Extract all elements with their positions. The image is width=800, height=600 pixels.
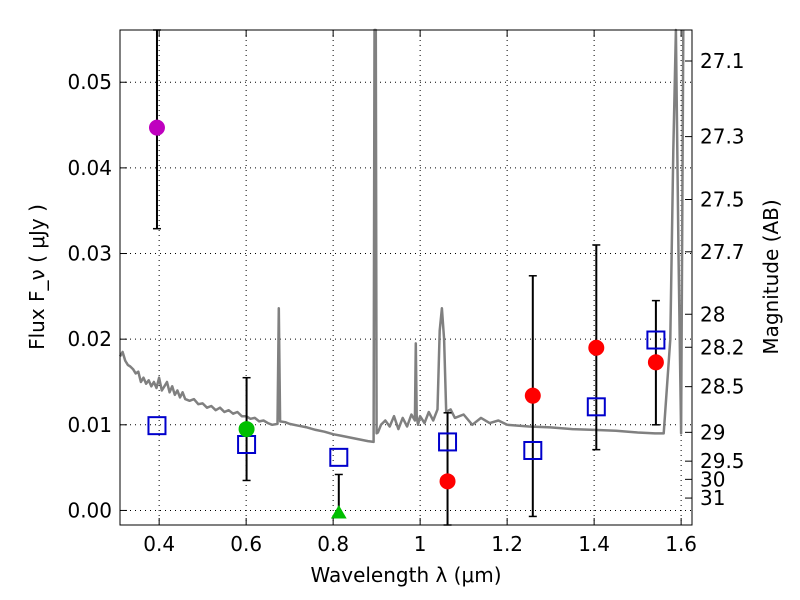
x-tick-label: 0.8 [317,532,349,556]
x-tick-label: 1 [414,532,427,556]
right-tick-label: 28.2 [700,335,745,359]
right-tick-label: 28 [700,302,725,326]
right-tick-label: 27.5 [700,188,745,212]
observed-triangle-marker [330,505,347,519]
grid-lines [120,30,692,525]
model-square-marker [646,330,666,350]
x-tick-label: 0.4 [143,532,175,556]
right-tick-label: 29 [700,420,725,444]
model-spectrum-line [118,28,685,444]
right-tick-label: 27.1 [700,49,745,73]
model-photometry-points [147,330,666,467]
y-tick-label: 0.00 [67,498,112,522]
observed-circle-marker [439,473,456,490]
model-square-marker [586,397,606,417]
x-axis-label: Wavelength λ (μm) [310,563,501,587]
model-square-marker [147,416,167,436]
model-square-marker [523,440,543,460]
y-tick-label: 0.05 [67,70,112,94]
observed-circle-marker [148,119,165,136]
model-square-marker [329,447,349,467]
observed-circle-marker [647,354,664,371]
x-tick-label: 0.6 [230,532,262,556]
y-tick-label: 0.04 [67,156,112,180]
x-tick-label: 1.6 [665,532,697,556]
observed-circle-marker [588,339,605,356]
observed-circle-marker [238,421,255,438]
x-tick-label: 1.4 [578,532,610,556]
right-tick-label: 31 [700,486,725,510]
observed-circle-marker [524,387,541,404]
right-tick-label: 28.5 [700,375,745,399]
model-spectrum-layer [118,28,685,444]
right-tick-label: 29.5 [700,449,745,473]
right-tick-label: 30 [700,467,725,491]
x-tick-label: 1.2 [491,532,523,556]
right-tick-label: 27.7 [700,240,745,264]
plot-frame [119,29,693,526]
y-axis-label: Flux F_ν ( μJy ) [25,204,49,350]
y-tick-label: 0.01 [67,413,112,437]
y-tick-label: 0.03 [67,242,112,266]
right-tick-label: 27.3 [700,125,745,149]
axis-ticks: 0.4 0.6 0.8 1 1.2 1.4 1.6 0.00 0.01 0.02 0.03 0.04 0… [67,30,745,556]
model-square-marker [438,432,458,452]
observed-photometry-points [148,119,664,519]
y-axis-right-label: Magnitude (AB) [759,199,783,354]
y-tick-label: 0.02 [67,327,112,351]
error-bars [152,29,660,526]
